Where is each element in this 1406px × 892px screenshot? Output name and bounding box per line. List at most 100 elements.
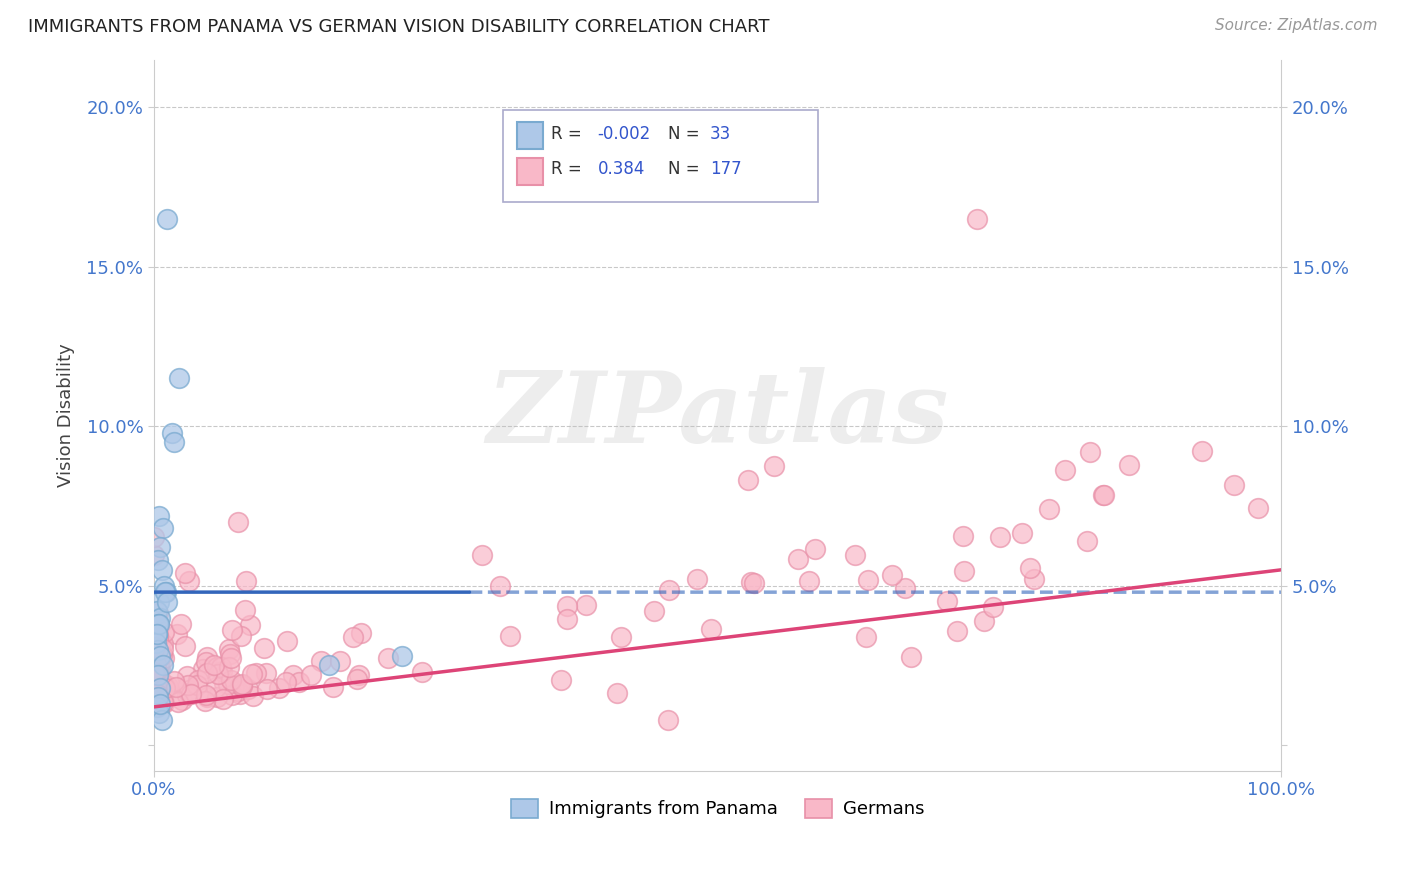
Point [146,604,169,618]
Point [187,673,209,688]
Point [609,631,631,645]
Point [195,666,218,681]
Point [150,713,173,727]
Point [143,638,166,652]
Point [152,521,174,535]
Point [283,668,305,682]
Text: R =: R = [551,125,582,143]
Point [221,651,243,665]
Point [149,681,172,695]
Point [143,677,166,691]
Point [239,618,262,632]
Point [253,641,276,656]
Point [981,600,1004,615]
Point [155,585,177,599]
Point [148,618,170,632]
Point [152,695,174,709]
Point [146,679,169,693]
Point [166,626,188,640]
Point [146,698,169,712]
Point [1078,445,1101,459]
Point [205,690,228,705]
Point [163,673,186,688]
Point [152,642,174,657]
Point [148,657,170,672]
Point [148,617,170,632]
Point [177,686,200,700]
Point [550,673,572,687]
Point [146,627,169,641]
Point [153,625,176,640]
Point [322,680,344,694]
Point [329,654,352,668]
Point [170,616,193,631]
Point [146,687,169,701]
Point [346,672,368,686]
Text: IMMIGRANTS FROM PANAMA VS GERMAN VISION DISABILITY CORRELATION CHART: IMMIGRANTS FROM PANAMA VS GERMAN VISION … [28,18,769,36]
Point [153,585,176,599]
Point [1054,463,1077,477]
Point [1018,560,1040,574]
Point [194,694,217,708]
Point [226,515,249,529]
Point [146,679,169,693]
Point [143,635,166,649]
Text: N =: N = [668,161,699,178]
Point [349,667,371,681]
Point [145,685,167,699]
Point [391,648,413,663]
Point [1011,526,1033,541]
Point [935,593,957,607]
Point [226,684,249,698]
Text: 0.384: 0.384 [598,161,645,178]
Point [489,579,512,593]
Point [499,629,522,643]
Point [1092,488,1115,502]
Point [145,657,167,671]
Point [222,679,245,693]
Point [221,673,243,687]
Point [657,713,679,727]
Point [177,678,200,692]
Point [350,626,373,640]
Point [973,614,995,628]
Point [342,630,364,644]
Point [299,667,322,681]
Point [153,579,176,593]
Point [195,655,218,669]
Point [146,632,169,647]
Text: ZIPatlas: ZIPatlas [486,367,949,464]
Point [233,602,256,616]
Point [152,680,174,694]
Point [148,668,170,682]
Point [202,658,225,673]
Text: -0.002: -0.002 [598,125,651,143]
Point [254,666,277,681]
Point [143,673,166,687]
Point [229,629,252,643]
Point [855,630,877,644]
Point [221,623,243,637]
Point [235,574,257,588]
Point [163,435,186,450]
Point [150,676,173,690]
Point [1022,573,1045,587]
Text: R =: R = [551,161,582,178]
Point [156,595,179,609]
Point [156,212,179,227]
Point [209,660,232,674]
Point [194,688,217,702]
Point [149,541,172,555]
Point [952,529,974,543]
Point [218,641,240,656]
Point [148,617,170,632]
Point [146,626,169,640]
Point [153,651,176,665]
Text: 33: 33 [710,125,731,143]
Point [256,681,278,696]
Point [204,680,226,694]
Point [740,575,762,590]
Point [153,696,176,710]
Point [219,647,242,661]
Point [900,649,922,664]
